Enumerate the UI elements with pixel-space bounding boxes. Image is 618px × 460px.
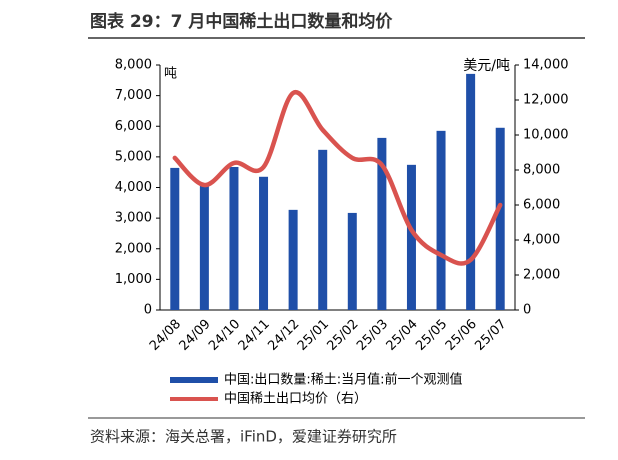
y2-tick-label: 6,000 — [523, 198, 560, 213]
x-tick-label: 24/10 — [206, 317, 243, 354]
y2-tick-label: 12,000 — [523, 93, 569, 108]
y2-tick-label: 8,000 — [523, 163, 560, 178]
x-tick-label: 25/07 — [472, 317, 509, 354]
y2-tick-label: 10,000 — [523, 128, 569, 143]
bar — [199, 184, 209, 310]
bar — [288, 209, 298, 310]
y-tick-label: 8,000 — [115, 58, 152, 73]
x-tick-label: 24/09 — [177, 317, 214, 354]
x-tick-label: 25/05 — [413, 317, 450, 354]
y2-tick-label: 14,000 — [523, 58, 569, 73]
x-tick-label: 25/01 — [295, 317, 332, 354]
chart-title: 图表 29：7 月中国稀土出口数量和均价 — [90, 11, 393, 32]
y2-tick-label: 4,000 — [523, 233, 560, 248]
bar — [495, 127, 505, 310]
line — [172, 90, 503, 266]
x-tick-label: 24/08 — [147, 317, 184, 354]
y-axis-label: 吨 — [164, 67, 177, 82]
bar — [377, 137, 387, 310]
y-tick-label: 1,000 — [115, 272, 152, 287]
legend-label: 中国稀土出口均价（右） — [224, 392, 367, 407]
x-tick-label: 25/06 — [443, 317, 480, 354]
bar — [259, 176, 269, 310]
y2-tick-label: 0 — [523, 303, 531, 318]
y2-tick-label: 2,000 — [523, 268, 560, 283]
bar — [318, 149, 328, 310]
x-tick-label: 25/02 — [324, 317, 361, 354]
y-tick-label: 0 — [144, 303, 152, 318]
bar — [347, 212, 357, 310]
bar — [229, 166, 239, 310]
bar — [406, 164, 416, 310]
x-tick-label: 24/11 — [236, 317, 273, 354]
y-tick-label: 5,000 — [115, 149, 152, 164]
legend-swatch — [170, 377, 218, 383]
y2-axis-label: 美元/吨 — [463, 58, 510, 74]
legend-label: 中国:出口数量:稀土:当月值:前一个观测值 — [224, 372, 463, 388]
bar — [466, 73, 476, 310]
x-tick-label: 25/04 — [384, 317, 421, 354]
y-tick-label: 2,000 — [115, 241, 152, 256]
x-tick-label: 24/12 — [265, 317, 302, 354]
bar — [170, 167, 180, 310]
y-tick-label: 4,000 — [115, 180, 152, 195]
y-tick-label: 3,000 — [115, 211, 152, 226]
source: 资料来源：海关总署，iFinD，爱建证券研究所 — [90, 428, 397, 446]
bar — [436, 130, 446, 310]
y-tick-label: 6,000 — [115, 119, 152, 134]
x-tick-label: 25/03 — [354, 317, 391, 354]
y-tick-label: 7,000 — [115, 88, 152, 103]
